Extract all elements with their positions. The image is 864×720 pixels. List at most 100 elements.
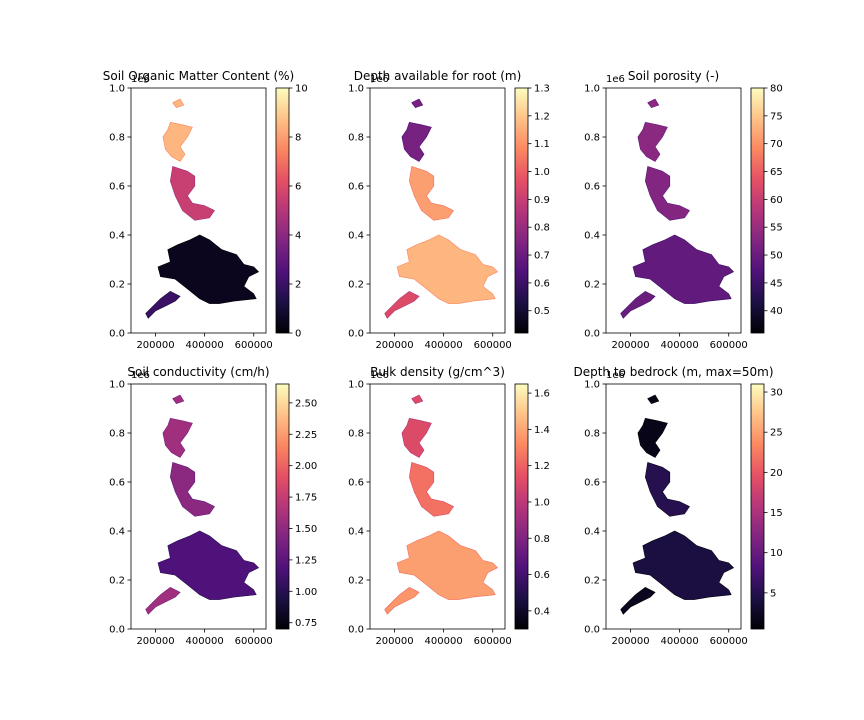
region-north-0 xyxy=(162,121,193,162)
y-tick-label: 0.0 xyxy=(109,329,125,340)
x-tick-label: 200000 xyxy=(375,340,413,351)
x-tick-label: 400000 xyxy=(425,636,463,647)
x-tick-label: 200000 xyxy=(611,636,649,647)
colorbar-tick-label: 0.8 xyxy=(534,223,550,234)
y-tick-label: 0.2 xyxy=(584,280,600,291)
y-tick-label: 0.4 xyxy=(584,231,600,242)
colorbar-tick-label: 1.50 xyxy=(295,524,317,535)
colorbar xyxy=(275,87,290,334)
colorbar-tick-label: 20 xyxy=(770,468,783,479)
x-tick-label: 200000 xyxy=(611,340,649,351)
colorbar-tick-label: 1.6 xyxy=(534,389,550,400)
x-tick-label: 600000 xyxy=(710,340,748,351)
y-tick-label: 0.6 xyxy=(584,182,600,193)
colorbar-tick-label: 15 xyxy=(770,508,783,519)
colorbar-tick-label: 1.2 xyxy=(534,461,550,472)
y-offset-label: 1e6 xyxy=(370,74,389,85)
region-central-2 xyxy=(644,166,690,221)
colorbar-tick-label: 40 xyxy=(770,306,783,317)
y-tick-label: 0.8 xyxy=(348,429,364,440)
colorbar xyxy=(514,383,529,630)
axes-frame xyxy=(605,383,742,630)
x-tick-label: 200000 xyxy=(136,636,174,647)
subplot-title: Soil Organic Matter Content (%) xyxy=(103,69,294,83)
colorbar-tick-label: 8 xyxy=(295,133,301,144)
region-central-2 xyxy=(169,166,215,221)
axes-frame xyxy=(130,383,267,630)
x-tick-label: 600000 xyxy=(474,340,512,351)
region-southwest-4 xyxy=(145,587,181,615)
colorbar xyxy=(750,383,765,630)
region-south-3 xyxy=(632,530,735,600)
y-offset-label: 1e6 xyxy=(606,74,625,85)
colorbar xyxy=(750,87,765,334)
x-tick-label: 400000 xyxy=(425,340,463,351)
region-north-0 xyxy=(637,121,668,162)
colorbar-tick-label: 1.2 xyxy=(534,111,550,122)
colorbar-tick-label: 6 xyxy=(295,182,301,193)
region-southwest-4 xyxy=(384,587,420,615)
colorbar-tick-label: 75 xyxy=(770,111,783,122)
x-tick-label: 600000 xyxy=(235,636,273,647)
y-tick-label: 0.4 xyxy=(109,231,125,242)
colorbar-tick-label: 1.0 xyxy=(534,167,550,178)
y-tick-label: 0.2 xyxy=(109,280,125,291)
colorbar-tick-label: 1.1 xyxy=(534,139,550,150)
y-tick-label: 0.4 xyxy=(348,527,364,538)
subplot-4: 200000 400000 600000 0.0 0.2 0.4 0.6 0.8 1.0 1e6S… xyxy=(109,365,317,647)
y-tick-label: 0.0 xyxy=(109,625,125,636)
subplot-title: Bulk density (g/cm^3) xyxy=(370,365,505,379)
y-tick-label: 0.8 xyxy=(109,133,125,144)
region-southwest-4 xyxy=(620,291,656,319)
y-tick-label: 0.4 xyxy=(348,231,364,242)
y-tick-label: 1.0 xyxy=(584,380,600,391)
colorbar-tick-label: 1.00 xyxy=(295,587,317,598)
region-north-1 xyxy=(647,394,660,404)
y-tick-label: 0.0 xyxy=(348,329,364,340)
colorbar-tick-label: 45 xyxy=(770,278,783,289)
region-southwest-4 xyxy=(145,291,181,319)
region-south-3 xyxy=(396,234,499,304)
y-offset-label: 1e6 xyxy=(606,370,625,381)
colorbar-tick-label: 0.6 xyxy=(534,278,550,289)
x-tick-label: 600000 xyxy=(474,636,512,647)
subplot-title: Depth available for root (m) xyxy=(354,69,522,83)
y-tick-label: 0.6 xyxy=(109,478,125,489)
x-tick-label: 600000 xyxy=(235,340,273,351)
colorbar-tick-label: 10 xyxy=(770,548,783,559)
x-tick-label: 200000 xyxy=(375,636,413,647)
region-north-1 xyxy=(411,394,424,404)
region-southwest-4 xyxy=(620,587,656,615)
y-tick-label: 0.6 xyxy=(348,478,364,489)
region-south-3 xyxy=(396,530,499,600)
colorbar-tick-label: 0.7 xyxy=(534,251,550,262)
colorbar-tick-label: 2 xyxy=(295,280,301,291)
region-central-2 xyxy=(644,462,690,517)
region-north-0 xyxy=(162,417,193,458)
axes-frame xyxy=(130,87,267,334)
colorbar-tick-label: 50 xyxy=(770,251,783,262)
colorbar-tick-label: 0.8 xyxy=(534,534,550,545)
y-tick-label: 0.6 xyxy=(348,182,364,193)
subplot-title: Soil porosity (-) xyxy=(628,69,719,83)
subplot-3: 200000 400000 600000 0.0 0.2 0.4 0.6 0.8 1.0 1e6 S… xyxy=(584,69,783,351)
region-north-1 xyxy=(172,394,185,404)
subplot-6: 200000 400000 600000 0.0 0.2 0.4 0.6 0.8 1.0 1e6D… xyxy=(573,365,782,647)
y-tick-label: 0.6 xyxy=(584,478,600,489)
colorbar-tick-label: 2.00 xyxy=(295,461,317,472)
y-tick-label: 0.0 xyxy=(584,329,600,340)
x-tick-label: 400000 xyxy=(661,636,699,647)
x-tick-label: 400000 xyxy=(186,636,224,647)
colorbar-tick-label: 0 xyxy=(295,329,301,340)
y-tick-label: 1.0 xyxy=(109,84,125,95)
colorbar-tick-label: 25 xyxy=(770,428,783,439)
colorbar-tick-label: 1.3 xyxy=(534,84,550,95)
y-tick-label: 1.0 xyxy=(348,380,364,391)
colorbar-tick-label: 5 xyxy=(770,588,776,599)
y-tick-label: 0.2 xyxy=(348,280,364,291)
colorbar-tick-label: 4 xyxy=(295,231,301,242)
y-tick-label: 0.2 xyxy=(348,576,364,587)
subplot-1: 200000 400000 600000 0.0 0.2 0.4 0.6 0.8 1.0 1e6S… xyxy=(103,69,308,351)
region-south-3 xyxy=(157,530,260,600)
